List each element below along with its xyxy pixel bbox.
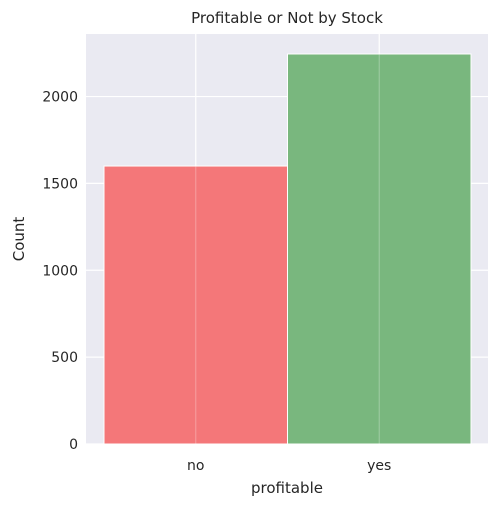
y-axis-ticks: 0 500 1000 1500 2000: [42, 90, 78, 453]
y-tick-label: 500: [51, 350, 78, 366]
x-axis-ticks: no yes: [187, 458, 391, 474]
y-axis-label: Count: [10, 217, 28, 262]
x-tick-label: no: [187, 458, 204, 474]
bars: [103, 53, 472, 445]
chart-title: Profitable or Not by Stock: [191, 9, 383, 27]
y-tick-label: 1500: [42, 176, 78, 192]
x-tick-label: yes: [367, 458, 391, 474]
bar-yes: [287, 53, 472, 445]
bar-no: [103, 165, 288, 445]
x-axis-label: profitable: [251, 479, 323, 497]
y-tick-label: 2000: [42, 90, 78, 106]
y-tick-label: 0: [69, 437, 78, 453]
y-tick-label: 1000: [42, 263, 78, 279]
